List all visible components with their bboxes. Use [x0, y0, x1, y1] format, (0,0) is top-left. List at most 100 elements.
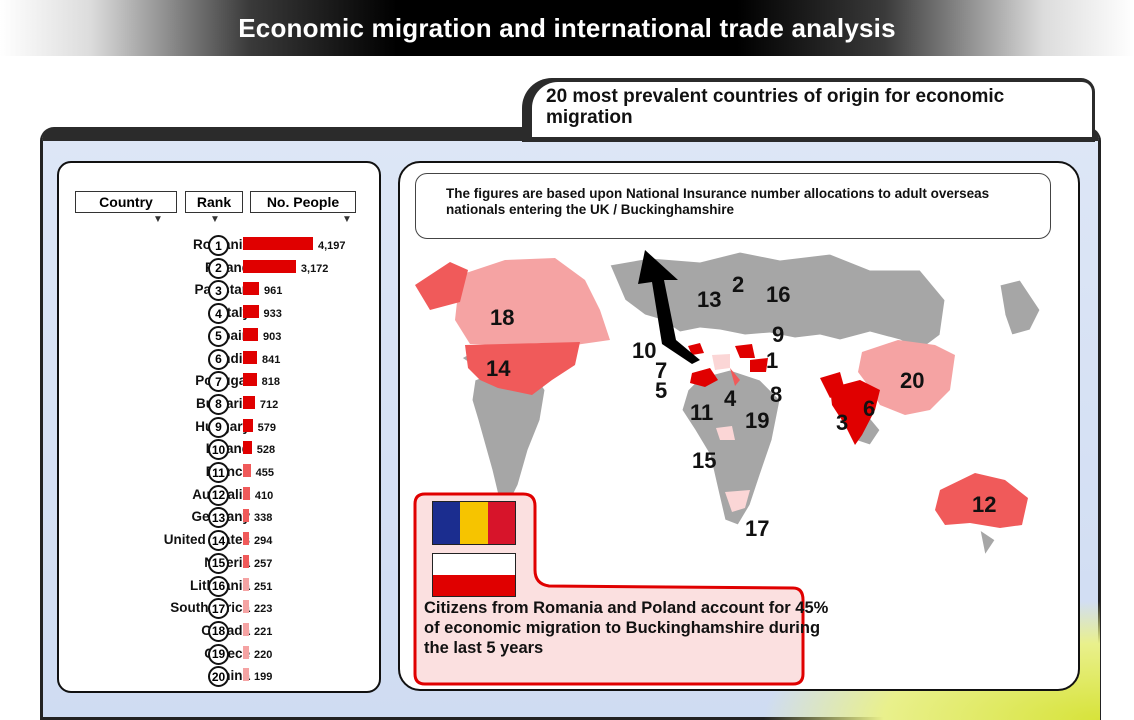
people-count: 528: [256, 444, 276, 457]
map-label: 1: [766, 348, 779, 373]
value-bar: [243, 373, 257, 387]
value-bar: [243, 305, 259, 319]
people-count: 410: [254, 489, 274, 502]
value-bar: [243, 600, 249, 614]
value-bar: [243, 645, 249, 659]
map-label: 4: [724, 386, 737, 411]
value-bar: [243, 350, 258, 364]
map-south-africa: [725, 490, 750, 512]
map-australia: [935, 473, 1028, 528]
table-row: Bulgaria8712: [60, 393, 370, 416]
header-people-arrow-icon: ▼: [342, 214, 352, 225]
map-label: 16: [766, 282, 791, 307]
map-label: 8: [770, 382, 783, 407]
map-label: 6: [863, 396, 876, 421]
table-row: South Africa 17 223: [60, 598, 370, 620]
people-count: 223: [254, 603, 273, 616]
map-label: 3: [836, 410, 849, 435]
people-count: 818: [261, 376, 280, 389]
rank-badge: 9: [208, 416, 229, 438]
people-count: 455: [255, 467, 274, 479]
map-label: 2: [732, 272, 745, 297]
people-count: 3,172: [300, 262, 329, 275]
map-label: 20: [900, 368, 925, 393]
note-text: The figures are based upon National Insu…: [446, 186, 990, 217]
table-row: Ireland10528: [60, 439, 370, 461]
table-row: Canada18221: [60, 620, 370, 643]
map-label: 10: [632, 338, 657, 363]
map-label: 19: [745, 408, 770, 433]
rank-badge: 3: [208, 280, 229, 302]
rank-badge: 12: [208, 484, 229, 506]
header-rank-arrow-icon: ▼: [210, 214, 220, 225]
map-europe-highlight: [688, 343, 768, 387]
map-canada: [455, 258, 610, 345]
people-count: 338: [254, 512, 273, 525]
header-country: Country: [75, 191, 177, 213]
header-country-arrow-icon: ▼: [153, 214, 163, 225]
value-bar: [243, 532, 249, 546]
map-label: 15: [692, 448, 717, 473]
value-bar: [243, 237, 313, 250]
map-nigeria: [716, 426, 735, 440]
rank-badge: 16: [208, 575, 229, 597]
arrow-icon: [638, 250, 700, 364]
map-label: 7: [655, 358, 668, 383]
rank-badge: 18: [208, 620, 229, 642]
people-count: 579: [257, 421, 277, 434]
table-row: Portugal7818: [60, 371, 370, 393]
value-bar: [243, 668, 249, 682]
rank-badge: 13: [208, 507, 229, 529]
people-count: 712: [259, 398, 279, 411]
value-bar: [243, 509, 249, 523]
people-count: 257: [254, 557, 273, 570]
panel-title-box: 20 most prevalent countries of origin fo…: [532, 82, 1092, 137]
table-row: Poland23,172: [60, 257, 370, 280]
map-pakistan: [820, 372, 845, 398]
people-count: 841: [262, 353, 281, 366]
value-bar: [243, 622, 249, 636]
value-bar: [243, 259, 296, 273]
table-row: Romania14,197: [60, 235, 370, 257]
panel-title: 20 most prevalent countries of origin fo…: [546, 86, 1005, 128]
table-row: India 6 841: [60, 348, 370, 371]
value-bar: [243, 464, 251, 477]
map-label: 18: [490, 305, 515, 330]
people-count: 961: [264, 285, 283, 298]
people-count: 903: [263, 330, 282, 343]
value-bar: [243, 577, 249, 591]
rank-badge: 5: [208, 325, 229, 347]
map-label: 12: [972, 492, 997, 517]
title-bar: Economic migration and international tra…: [0, 0, 1134, 56]
table-row: Hungary9579: [60, 416, 370, 439]
rank-badge: 6: [208, 348, 229, 370]
map-label: 9: [772, 322, 785, 347]
rank-badge: 2: [208, 257, 229, 279]
rank-badge: 19: [208, 643, 229, 665]
romania-flag-icon: [432, 501, 516, 545]
people-count: 4,197: [318, 240, 346, 252]
people-count: 251: [254, 580, 273, 593]
header-rank: Rank: [185, 191, 243, 213]
table-row: Australia12410: [60, 484, 370, 507]
people-count: 933: [263, 308, 282, 321]
rank-badge: 8: [208, 393, 229, 415]
value-bar: [243, 395, 255, 409]
page-title: Economic migration and international tra…: [238, 12, 896, 43]
rank-badge: 11: [208, 462, 229, 483]
note-box: The figures are based upon National Insu…: [415, 173, 1051, 239]
map-label: 17: [745, 516, 770, 541]
map-alaska: [415, 262, 468, 310]
table-row: Greece19220: [60, 643, 370, 666]
people-count: 199: [254, 671, 273, 684]
poland-flag-icon: [432, 553, 516, 597]
table-row: Lithuania16251: [60, 575, 370, 598]
header-people: No. People: [250, 191, 356, 213]
table-row: France11455: [60, 462, 370, 484]
value-bar: [243, 486, 250, 500]
country-name: United States: [163, 532, 250, 548]
value-bar: [243, 441, 252, 455]
map-label: 14: [486, 356, 511, 381]
value-bar: [243, 418, 253, 432]
value-bar: [243, 282, 260, 296]
